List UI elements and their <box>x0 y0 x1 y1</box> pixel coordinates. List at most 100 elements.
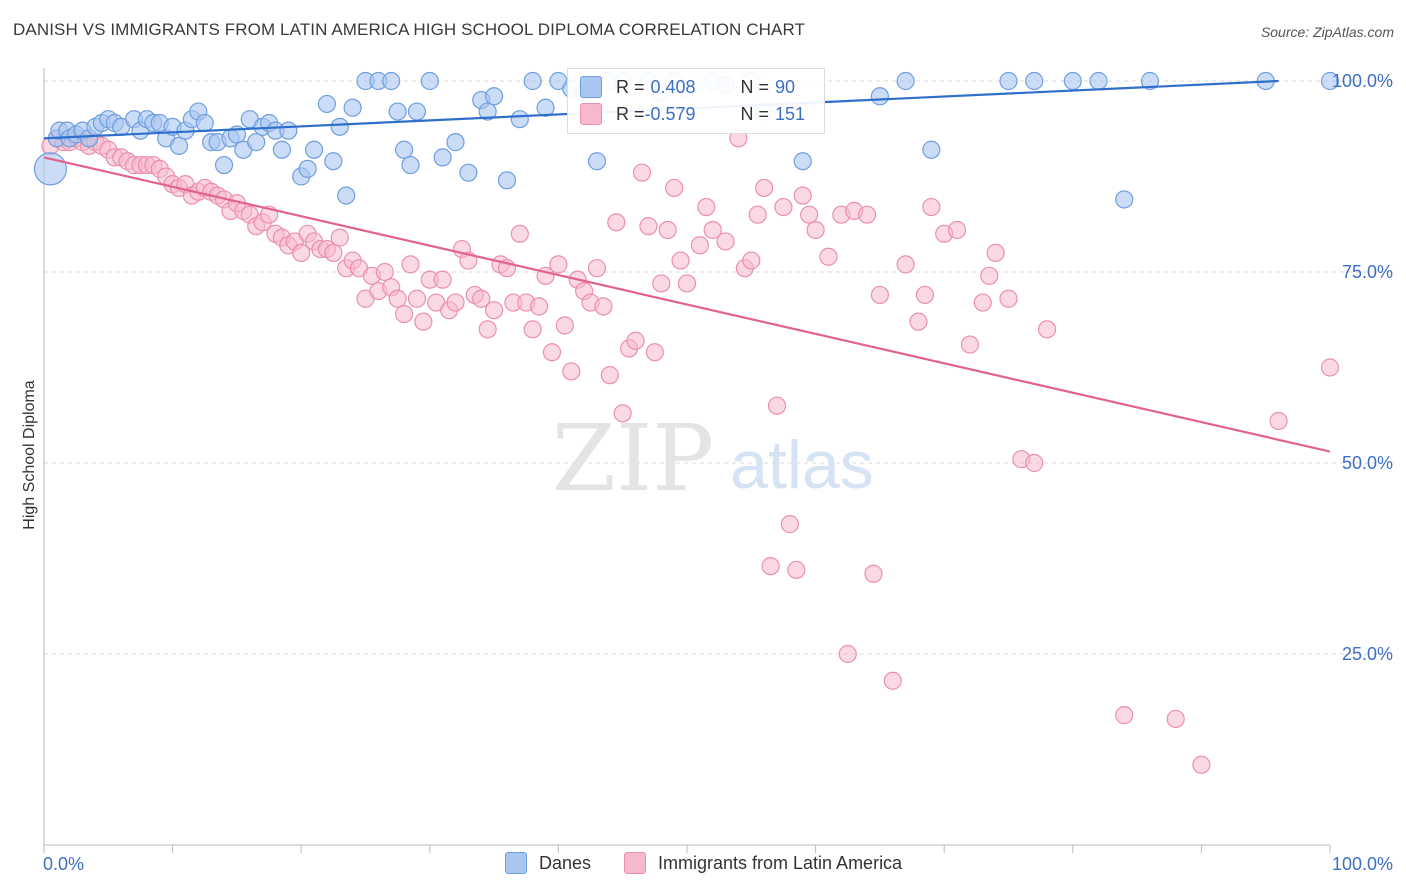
latin-point <box>594 297 613 316</box>
latin-point <box>1269 411 1288 431</box>
latin-point <box>555 316 574 335</box>
tick-labels: 100.0% 75.0% 50.0% 25.0% 0.0% 100.0% <box>43 71 1393 874</box>
danes-point <box>272 140 292 159</box>
latin-point <box>819 247 838 266</box>
latin-point <box>652 274 671 293</box>
danes-point <box>337 186 356 205</box>
danes-point <box>510 110 529 129</box>
danes-point <box>169 136 189 156</box>
latin-point <box>639 217 658 236</box>
danes-point <box>922 140 941 159</box>
latin-point <box>742 251 761 270</box>
danes-point <box>1025 71 1044 91</box>
latin-point <box>433 270 452 289</box>
danes-point <box>195 113 214 133</box>
stats-row-danes: R = 0.408 N = 90 <box>580 74 795 100</box>
latin-point <box>677 274 697 293</box>
danes-point <box>433 148 452 167</box>
latin-point <box>1320 358 1340 377</box>
latin-point <box>909 312 928 331</box>
source-note: Source: ZipAtlas.com <box>1260 24 1394 40</box>
latin-point <box>690 236 709 255</box>
latin-point <box>774 197 793 217</box>
latin-n-value: 151 <box>775 103 806 124</box>
latin-point <box>838 644 857 664</box>
y-tick-label: 50.0% <box>1342 453 1393 473</box>
danes-point <box>343 98 362 117</box>
danes-point <box>1115 190 1134 209</box>
grid-lines <box>44 80 1392 655</box>
latin-point <box>330 228 349 247</box>
x-tick-label: 0.0% <box>43 854 84 874</box>
latin-point <box>478 320 497 339</box>
latin-point <box>607 213 626 232</box>
latin-point <box>767 396 787 415</box>
latin-point <box>549 255 568 274</box>
latin-point <box>671 251 690 270</box>
danes-swatch <box>580 76 602 98</box>
danes-point <box>317 94 337 114</box>
legend-label-latin: Immigrants from Latin America <box>658 852 903 873</box>
latin-point <box>761 557 780 576</box>
danes-point <box>446 133 465 152</box>
latin-point <box>806 220 825 240</box>
latin-point <box>530 297 549 316</box>
y-tick-label: 100.0% <box>1332 71 1393 91</box>
latin-point <box>375 262 394 282</box>
danes-point <box>279 121 298 140</box>
latin-point <box>870 285 890 305</box>
latin-point <box>587 259 607 278</box>
latin-r-label: R = <box>616 103 645 124</box>
latin-point <box>600 366 619 385</box>
danes-r-value: 0.408 <box>650 76 696 97</box>
legend-item-latin[interactable]: Immigrants from Latin America <box>624 852 902 874</box>
danes-point <box>401 155 420 175</box>
danes-point <box>896 71 915 91</box>
latin-point <box>645 343 664 362</box>
legend: Danes Immigrants from Latin America <box>0 852 1406 878</box>
latin-point <box>793 186 812 205</box>
latin-point <box>324 243 343 262</box>
latin-point <box>915 285 935 305</box>
latin-point <box>896 255 915 274</box>
watermark-zip: ZIP <box>552 405 714 512</box>
watermark: ZIP atlas <box>552 405 874 512</box>
latin-point <box>1192 755 1211 774</box>
danes-r-label: R = <box>616 76 645 97</box>
latin-point <box>716 232 735 251</box>
danes-point <box>497 171 517 190</box>
latin-point <box>1037 320 1057 339</box>
latin-point <box>446 293 465 312</box>
latin-point <box>960 335 980 354</box>
latin-point <box>414 312 433 331</box>
latin-r-value: -0.579 <box>644 103 696 124</box>
y-axis-label: High School Diploma <box>21 380 38 530</box>
y-tick-label: 25.0% <box>1342 644 1393 664</box>
latin-point <box>800 205 819 224</box>
latin-point <box>388 289 407 308</box>
danes-point <box>999 71 1018 91</box>
latin-trend-line <box>43 156 1331 453</box>
series-latin-points <box>41 129 1340 774</box>
latin-point <box>401 255 420 274</box>
legend-label-danes: Danes <box>539 852 592 873</box>
danes-point <box>420 71 439 91</box>
stats-box: R = 0.408 N = 90 R = -0.579 N = 151 <box>567 68 825 134</box>
latin-point <box>755 178 774 198</box>
stats-row-latin: R = -0.579 N = 151 <box>580 101 805 127</box>
legend-item-danes[interactable]: Danes <box>505 852 591 874</box>
latin-point <box>857 205 877 224</box>
latin-point <box>613 404 632 423</box>
latin-point <box>394 304 414 324</box>
latin-point <box>472 289 491 308</box>
danes-point <box>247 133 266 152</box>
latin-point <box>999 289 1018 308</box>
latin-point <box>632 163 652 182</box>
latin-point <box>665 178 684 198</box>
danes-point <box>298 159 317 178</box>
legend-swatch-latin <box>624 852 646 874</box>
danes-point <box>459 163 478 182</box>
latin-point <box>485 301 504 320</box>
danes-point <box>304 140 324 159</box>
danes-n-value: 90 <box>775 76 796 97</box>
